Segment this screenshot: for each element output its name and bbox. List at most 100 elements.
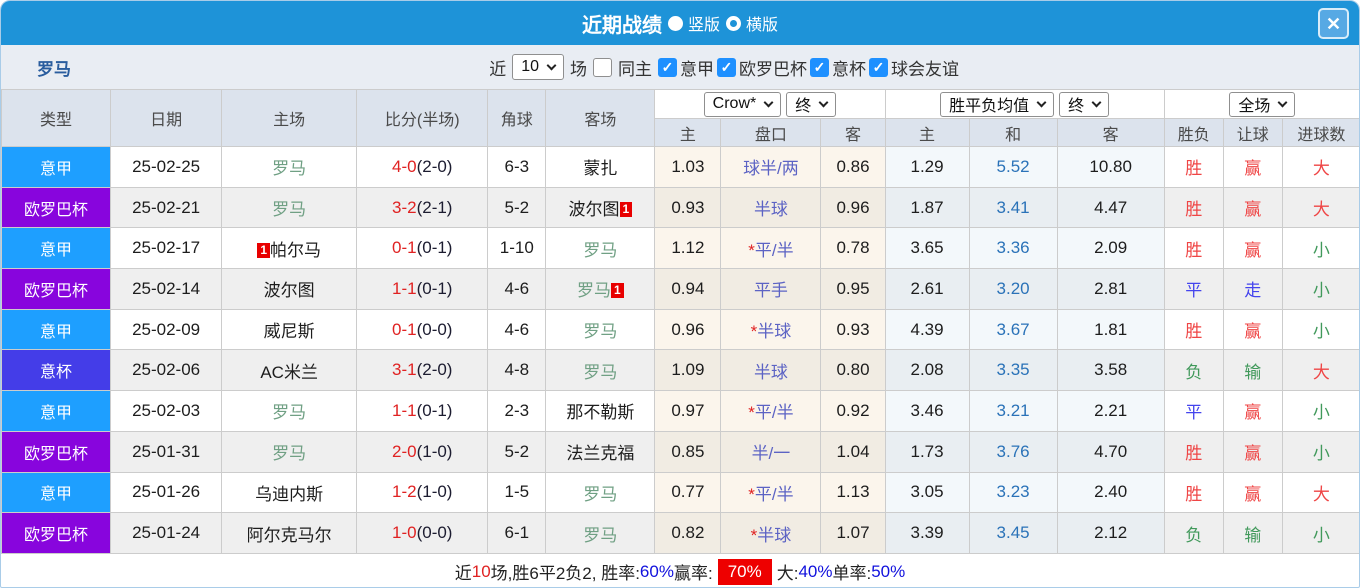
- result-wdl: 负: [1163, 349, 1224, 392]
- odds-away: 2.40: [1056, 471, 1165, 514]
- radio-selected-icon[interactable]: [667, 15, 683, 31]
- league-checkbox-label: 欧罗巴杯: [739, 59, 807, 79]
- result-goals: 大: [1281, 349, 1359, 392]
- halftime-score: (0-0): [416, 319, 453, 339]
- league-badge: 意甲: [1, 308, 112, 351]
- layout-option-vertical[interactable]: 竖版: [667, 11, 720, 35]
- corners: 6-3: [487, 146, 547, 188]
- odds-home: 3.05: [884, 471, 970, 514]
- odds-away: 10.80: [1056, 146, 1165, 188]
- early-odds-star: *: [748, 403, 755, 423]
- team-name-text: 乌迪内斯: [255, 484, 324, 504]
- ah-line-text: 半球: [753, 200, 788, 220]
- layout-option-horizontal[interactable]: 横版: [726, 11, 778, 35]
- result-handicap: 赢: [1222, 146, 1283, 188]
- table-row: 意甲 25-01-26 乌迪内斯 1-2(1-0) 1-5 罗马 0.77 *平/半 1.13 3…: [1, 471, 1359, 514]
- avg-time-select[interactable]: 终: [1059, 91, 1110, 117]
- ah-line: 半球: [720, 349, 822, 392]
- result-goals: 小: [1281, 390, 1359, 432]
- ah-line-text: 半球: [757, 525, 792, 545]
- odds-home: 3.39: [884, 512, 970, 554]
- recent-count-select[interactable]: 10: [512, 54, 564, 80]
- home-team: 罗马: [221, 186, 358, 229]
- col-header-odds-away: 客: [1056, 118, 1165, 147]
- summary-bar: 近 10 场,胜6平2负2, 胜率: 60% 赢率: 70% 大: 40% 单率: 50%: [1, 554, 1359, 587]
- col-header-ah-line: 盘口: [720, 118, 822, 147]
- score: 1-2(1-0): [356, 471, 489, 514]
- filter-controls: 近 10 场 同主 ✓ 意甲 ✓ 欧罗巴杯 ✓ 意杯 ✓ 球会友谊: [487, 54, 961, 80]
- summary-segment: 场,胜6平2负2, 胜率:: [490, 564, 640, 584]
- corners: 6-1: [487, 512, 547, 554]
- league-badge: 意甲: [1, 471, 112, 514]
- team-name-text: 罗马: [583, 525, 618, 545]
- fulltime-score: 2-0: [392, 441, 417, 461]
- odds-draw: 3.76: [968, 430, 1058, 473]
- results-table: 类型 日期 主场 比分(半场) 角球 客场 Crow* 终: [1, 89, 1359, 554]
- result-wdl: 负: [1163, 512, 1224, 554]
- avg-select-group: 胜平负均值 终: [884, 89, 1165, 119]
- home-team: 阿尔克马尔: [221, 512, 358, 554]
- avg-type-select[interactable]: 胜平负均值: [940, 91, 1055, 117]
- result-wdl: 胜: [1163, 308, 1224, 351]
- team-name-text: 罗马: [272, 159, 307, 179]
- ah-line: *平/半: [720, 390, 822, 432]
- match-date: 25-02-09: [110, 308, 223, 351]
- team-name-text: AC米兰: [260, 362, 318, 382]
- odds-draw: 3.67: [968, 308, 1058, 351]
- odds-draw: 3.36: [968, 227, 1058, 270]
- result-wdl: 胜: [1163, 227, 1224, 270]
- team-name-text: 罗马: [272, 200, 307, 220]
- home-team: 1 帕尔马: [221, 227, 358, 270]
- match-date: 25-02-25: [110, 146, 223, 188]
- halftime-score: (1-0): [416, 482, 453, 502]
- ah-home-odds: 0.85: [654, 430, 722, 473]
- col-header-date: 日期: [110, 89, 223, 147]
- col-header-ah-home: 主: [654, 118, 722, 147]
- league-checkbox[interactable]: ✓: [658, 57, 677, 77]
- close-icon: ✕: [1325, 13, 1342, 34]
- away-team: 那不勒斯: [545, 390, 656, 432]
- league-badge: 意甲: [1, 390, 112, 432]
- handicap-time-value: 终: [795, 98, 812, 115]
- early-odds-star: *: [748, 240, 755, 260]
- title-bar: 近期战绩 竖版 横版 ✕: [1, 1, 1359, 45]
- odds-home: 3.46: [884, 390, 970, 432]
- league-checkbox-label: 球会友谊: [891, 59, 959, 79]
- radio-unselected-icon[interactable]: [726, 15, 741, 31]
- ah-away-odds: 1.04: [820, 430, 886, 473]
- col-header-ah-away: 客: [820, 118, 886, 147]
- ah-line: 球半/两: [720, 146, 822, 188]
- odds-away: 2.12: [1056, 512, 1165, 554]
- corners: 5-2: [487, 430, 547, 473]
- handicap-select-group: Crow* 终: [654, 89, 886, 119]
- col-header-odds-home: 主: [884, 118, 970, 147]
- same-home-checkbox[interactable]: [593, 57, 612, 77]
- corners: 1-10: [487, 227, 547, 270]
- result-handicap: 赢: [1222, 471, 1283, 514]
- odds-away: 3.58: [1056, 349, 1165, 392]
- team-name-text: 波尔图: [263, 281, 315, 301]
- corners: 2-3: [487, 390, 547, 432]
- chevron-down-icon: [1091, 97, 1102, 107]
- league-checkbox[interactable]: ✓: [869, 57, 888, 77]
- fulltime-score: 3-2: [392, 197, 417, 217]
- table-row: 意甲 25-02-25 罗马 4-0(2-0) 6-3 蒙扎 1.03 球半/两 0.86 1.2…: [1, 146, 1359, 188]
- league-checkbox[interactable]: ✓: [717, 57, 736, 77]
- odds-home: 1.73: [884, 430, 970, 473]
- odds-home: 1.29: [884, 146, 970, 188]
- league-checkbox[interactable]: ✓: [810, 57, 829, 77]
- halftime-score: (2-0): [416, 156, 453, 176]
- layout-option-label: 横版: [746, 17, 779, 34]
- result-handicap: 赢: [1222, 430, 1283, 473]
- scope-select[interactable]: 全场: [1229, 91, 1296, 117]
- table-row: 欧罗巴杯 25-02-14 波尔图 1-1(0-1) 4-6 罗马 1 0.94 平手 0.95 2…: [1, 268, 1359, 310]
- ah-line-text: 半球: [757, 322, 792, 342]
- red-card-badge: 1: [611, 283, 624, 299]
- ah-line: *平/半: [720, 227, 822, 270]
- odds-company-select[interactable]: Crow*: [703, 91, 782, 117]
- close-button[interactable]: ✕: [1318, 8, 1349, 39]
- match-date: 25-02-06: [110, 349, 223, 392]
- away-team: 罗马: [545, 471, 656, 514]
- handicap-time-select[interactable]: 终: [786, 91, 837, 117]
- score: 3-1(2-0): [356, 349, 489, 392]
